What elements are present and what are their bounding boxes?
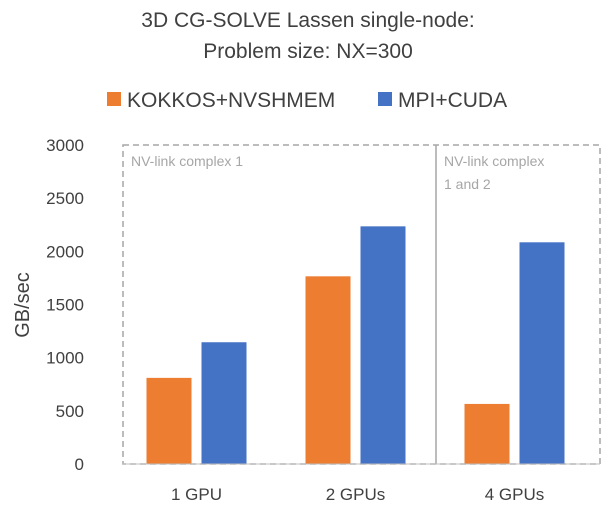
region-label-2-line-1: NV-link complex: [444, 153, 544, 169]
y-axis-label: GB/sec: [12, 272, 34, 338]
bar-1-2: [305, 276, 351, 464]
legend-swatch-2: [378, 92, 392, 106]
y-tick-label-0: 0: [75, 455, 84, 474]
legend-label-1: KOKKOS+NVSHMEM: [127, 89, 335, 112]
bar-1-1: [146, 377, 192, 464]
legend-label-2: MPI+CUDA: [398, 89, 507, 112]
y-tick-label-1000: 1000: [46, 349, 84, 368]
chart-title-line-1: 3D CG-SOLVE Lassen single-node:: [141, 9, 474, 32]
y-tick-label-1500: 1500: [46, 296, 84, 315]
bar-2-1: [201, 342, 247, 464]
x-tick-label-3: 4 GPUs: [485, 485, 545, 504]
bars: [146, 226, 565, 464]
y-tick-label-2500: 2500: [46, 189, 84, 208]
y-tick-label-3000: 3000: [46, 136, 84, 155]
region-label-2-line-2: 1 and 2: [444, 176, 491, 192]
chart-title: 3D CG-SOLVE Lassen single-node: Problem …: [141, 9, 474, 63]
y-axis: 0 500 1000 1500 2000 2500 3000: [46, 136, 84, 474]
y-tick-label-500: 500: [56, 402, 84, 421]
x-tick-label-1: 1 GPU: [171, 485, 222, 504]
x-tick-label-2: 2 GPUs: [326, 485, 386, 504]
legend-swatch-1: [107, 92, 121, 106]
chart-title-line-2: Problem size: NX=300: [203, 40, 413, 63]
bar-1-3: [464, 403, 510, 464]
region-label-1-line-1: NV-link complex 1: [131, 153, 243, 169]
bar-2-2: [360, 226, 406, 464]
y-tick-label-2000: 2000: [46, 242, 84, 261]
x-axis: 1 GPU 2 GPUs 4 GPUs: [123, 463, 600, 504]
legend: KOKKOS+NVSHMEM MPI+CUDA: [107, 89, 507, 112]
bar-2-3: [519, 242, 565, 464]
